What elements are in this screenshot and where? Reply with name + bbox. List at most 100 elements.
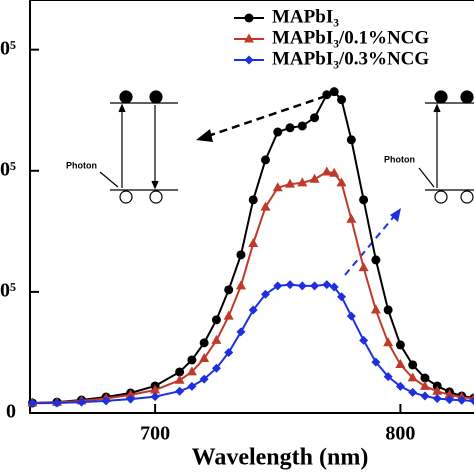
legend-label: MAPbI₃ [272, 6, 339, 27]
x-tick-label: 700 [140, 423, 170, 445]
data-point [235, 280, 246, 290]
data-point [285, 178, 296, 188]
data-point [310, 281, 320, 291]
annotation: Photon [66, 160, 97, 170]
data-point [297, 281, 307, 291]
legend-marker [244, 13, 254, 23]
data-point [285, 123, 295, 133]
data-point [337, 292, 347, 302]
data-point [469, 396, 474, 406]
data-point [371, 357, 381, 367]
series-line [32, 90, 474, 404]
data-point [199, 374, 209, 384]
data-point [329, 167, 340, 177]
data-point [444, 395, 454, 405]
data-point [346, 311, 356, 321]
data-point [408, 387, 418, 397]
arrow [196, 90, 401, 276]
data-point [272, 182, 283, 192]
data-point [358, 262, 369, 272]
data-point [359, 195, 369, 205]
data-point [211, 315, 221, 325]
y-tick-label: 3×10⁵ [0, 37, 16, 59]
data-point [336, 177, 347, 187]
data-point [329, 282, 339, 292]
data-point [211, 363, 221, 373]
data-point [322, 90, 332, 100]
data-point [371, 255, 381, 265]
y-tick-label: 2×10⁵ [0, 158, 16, 180]
data-point [329, 87, 339, 97]
data-point [407, 372, 418, 382]
data-point [309, 173, 320, 183]
data-point [419, 380, 430, 390]
data-point [432, 385, 443, 395]
data-point [187, 355, 197, 365]
y-tick-label: 0 [6, 401, 16, 423]
data-point [224, 347, 234, 357]
data-point [383, 337, 394, 347]
data-point [273, 281, 283, 291]
data-point [77, 397, 87, 407]
data-point [297, 121, 307, 131]
data-point [248, 305, 258, 315]
data-point [126, 394, 136, 404]
data-point [273, 127, 283, 137]
data-point [322, 280, 332, 290]
data-point [52, 398, 62, 408]
x-axis-label: Wavelength (nm) [192, 445, 369, 471]
data-point [346, 135, 356, 145]
energy-diagram [99, 90, 178, 204]
data-point [174, 374, 185, 384]
data-point [310, 113, 320, 123]
data-point [125, 389, 136, 399]
y-tick-label: 1×10⁵ [0, 279, 16, 301]
data-point [175, 386, 185, 396]
legend-marker [244, 55, 254, 65]
data-point [260, 155, 270, 165]
series-line [32, 283, 474, 405]
data-point [150, 392, 160, 402]
data-point [420, 373, 430, 383]
energy-diagram [418, 90, 474, 204]
data-point [101, 396, 111, 406]
x-tick-label: 800 [385, 423, 415, 445]
data-point [395, 359, 406, 369]
data-point [383, 372, 393, 382]
data-point [236, 327, 246, 337]
data-point [457, 395, 467, 405]
data-point [383, 305, 393, 315]
data-point [260, 289, 270, 299]
data-point [432, 393, 442, 403]
legend-label: MAPbI₃/0.3%NCG [272, 48, 429, 69]
data-point [346, 213, 357, 223]
data-point [408, 360, 418, 370]
data-point [321, 166, 332, 176]
data-point [224, 285, 234, 295]
data-point [395, 340, 405, 350]
data-point [199, 352, 210, 362]
data-point [359, 335, 369, 345]
data-point [337, 95, 347, 105]
data-point [236, 250, 246, 260]
data-point [211, 334, 222, 344]
data-point [223, 310, 234, 320]
plot-frame [29, 0, 474, 414]
series-line [32, 170, 474, 404]
data-point [297, 177, 308, 187]
annotation: Photon [384, 154, 415, 164]
data-point [186, 366, 197, 376]
data-point [27, 398, 37, 408]
data-point [420, 391, 430, 401]
data-point [260, 201, 271, 211]
data-point [175, 367, 185, 377]
data-point [248, 195, 258, 205]
data-point [199, 338, 209, 348]
data-point [285, 280, 295, 290]
data-point [395, 381, 405, 391]
data-point [370, 304, 381, 314]
data-point [150, 384, 161, 394]
legend-marker [244, 33, 254, 43]
data-point [248, 237, 259, 247]
